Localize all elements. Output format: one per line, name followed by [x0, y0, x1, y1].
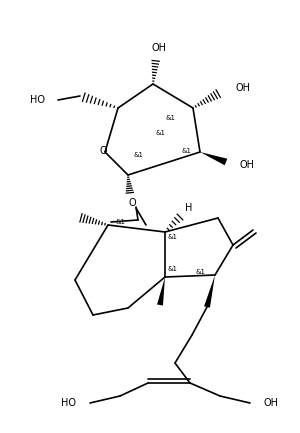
Text: O: O — [99, 146, 107, 156]
Text: H: H — [185, 203, 193, 213]
Text: OH: OH — [236, 83, 251, 93]
Text: &1: &1 — [168, 266, 178, 272]
Text: HO: HO — [61, 398, 76, 408]
Text: OH: OH — [240, 160, 255, 170]
Text: &1: &1 — [195, 269, 205, 275]
Polygon shape — [204, 275, 215, 308]
Polygon shape — [200, 152, 227, 165]
Polygon shape — [157, 277, 165, 306]
Text: &1: &1 — [182, 148, 192, 154]
Text: OH: OH — [152, 43, 166, 53]
Text: O: O — [128, 198, 136, 208]
Text: &1: &1 — [155, 130, 165, 136]
Text: HO: HO — [30, 95, 45, 105]
Text: &1: &1 — [165, 115, 175, 121]
Text: &1: &1 — [168, 234, 178, 240]
Text: OH: OH — [264, 398, 279, 408]
Text: &1: &1 — [115, 219, 125, 225]
Text: &1: &1 — [133, 152, 143, 158]
